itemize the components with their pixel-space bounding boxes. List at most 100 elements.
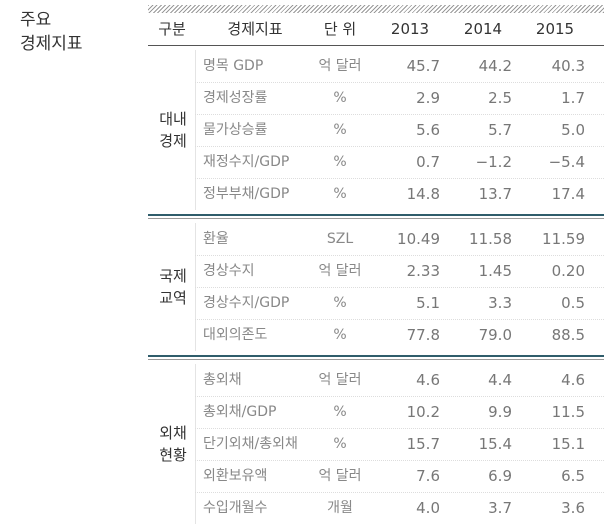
value: 45.7 (406, 57, 440, 75)
group-label-line: 현황 (159, 446, 187, 464)
value: 7.6 (416, 467, 440, 485)
value: 1.7 (561, 89, 585, 107)
value: 4.0 (416, 499, 440, 517)
value: 4.4 (488, 371, 512, 389)
value: −1.2 (475, 153, 512, 171)
value: 79.0 (478, 326, 512, 344)
value: 77.8 (406, 326, 440, 344)
indicator: 대외의존도 (203, 327, 268, 343)
value: −5.4 (548, 153, 585, 171)
indicator: 환율 (203, 231, 229, 247)
unit: 억 달러 (318, 468, 362, 484)
value: 3.6 (561, 499, 585, 517)
value: 6.9 (488, 467, 512, 485)
unit: % (333, 122, 347, 138)
indicator: 경상수지 (203, 263, 255, 279)
indicator: 물가상승률 (203, 122, 268, 138)
group-rule (148, 359, 604, 360)
unit: % (333, 90, 347, 106)
unit: % (333, 154, 347, 170)
group-label-line: 경제 (159, 132, 187, 150)
page-title: 주요 경제지표 (20, 8, 83, 56)
group-label-line: 국제 (159, 267, 187, 285)
value: 15.1 (551, 435, 585, 453)
header-cell: 2014 (463, 20, 503, 38)
row-separator (195, 255, 604, 256)
header-cell: 2013 (390, 20, 430, 38)
value: 9.9 (488, 403, 512, 421)
row-separator (195, 178, 604, 179)
value: 6.5 (561, 467, 585, 485)
group-rule (148, 355, 604, 357)
value: 4.6 (416, 371, 440, 389)
table-top-border (148, 5, 604, 13)
header-cell: 단 위 (323, 20, 357, 38)
value: 17.4 (551, 185, 585, 203)
unit: % (333, 327, 347, 343)
unit: 개월 (327, 500, 353, 516)
value: 13.7 (478, 185, 512, 203)
indicator: 경제성장률 (203, 90, 268, 106)
value: 11.5 (551, 403, 585, 421)
title-line: 경제지표 (20, 34, 83, 54)
value: 14.8 (406, 185, 440, 203)
value: 3.3 (488, 294, 512, 312)
row-separator (195, 396, 604, 397)
value: 11.59 (542, 230, 585, 248)
indicator: 총외채 (203, 372, 242, 388)
row-separator (195, 287, 604, 288)
value: 2.9 (416, 89, 440, 107)
row-separator (195, 428, 604, 429)
header-cell: 2015 (535, 20, 575, 38)
row-separator (195, 460, 604, 461)
unit: 억 달러 (318, 58, 362, 74)
value: 4.6 (561, 371, 585, 389)
unit: SZL (326, 231, 354, 247)
unit: 억 달러 (318, 263, 362, 279)
unit: % (333, 186, 347, 202)
value: 0.20 (551, 262, 585, 280)
value: 0.7 (416, 153, 440, 171)
group-label-line: 외채 (159, 424, 187, 442)
indicator: 외환보유액 (203, 468, 268, 484)
value: 44.2 (478, 57, 512, 75)
value: 10.2 (406, 403, 440, 421)
row-separator (195, 146, 604, 147)
row-separator (195, 114, 604, 115)
row-separator (195, 319, 604, 320)
value: 11.58 (469, 230, 512, 248)
value: 5.0 (561, 121, 585, 139)
row-separator (195, 82, 604, 83)
value: 88.5 (551, 326, 585, 344)
value: 10.49 (397, 230, 440, 248)
header-rule (148, 45, 604, 46)
value: 5.1 (416, 294, 440, 312)
value: 3.7 (488, 499, 512, 517)
header-cell: 구분 (158, 20, 186, 38)
value: 1.45 (478, 262, 512, 280)
header-cell: 경제지표 (227, 20, 283, 38)
group-label-line: 대내 (159, 110, 187, 128)
group-label-line: 교역 (159, 289, 187, 307)
indicator: 정부부채/GDP (203, 186, 290, 202)
column-divider (195, 364, 196, 524)
group-rule (148, 218, 604, 219)
value: 15.7 (406, 435, 440, 453)
column-divider (195, 50, 196, 210)
indicator: 단기외채/총외채 (203, 436, 298, 452)
value: 2.33 (406, 262, 440, 280)
value: 5.7 (488, 121, 512, 139)
indicator: 수입개월수 (203, 500, 268, 516)
value: 5.6 (416, 121, 440, 139)
value: 40.3 (551, 57, 585, 75)
unit: % (333, 404, 347, 420)
group-rule (148, 214, 604, 216)
unit: 억 달러 (318, 372, 362, 388)
indicator: 재정수지/GDP (203, 154, 290, 170)
indicator: 총외채/GDP (203, 404, 277, 420)
row-separator (195, 492, 604, 493)
indicator: 경상수지/GDP (203, 295, 290, 311)
